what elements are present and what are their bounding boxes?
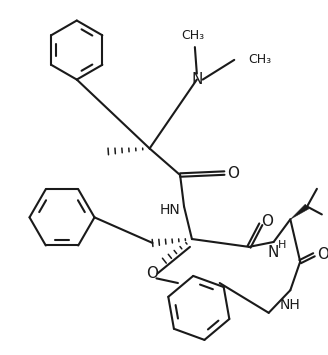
Text: CH₃: CH₃ <box>181 29 204 42</box>
Text: O: O <box>147 266 158 281</box>
Text: CH₃: CH₃ <box>248 53 271 66</box>
Text: O: O <box>261 214 273 229</box>
Text: H: H <box>277 240 286 250</box>
Polygon shape <box>290 204 309 219</box>
Text: N: N <box>191 72 202 87</box>
Text: O: O <box>317 247 328 262</box>
Text: N: N <box>268 245 279 260</box>
Text: NH: NH <box>280 298 301 312</box>
Text: HN: HN <box>160 203 181 218</box>
Text: O: O <box>227 165 239 181</box>
